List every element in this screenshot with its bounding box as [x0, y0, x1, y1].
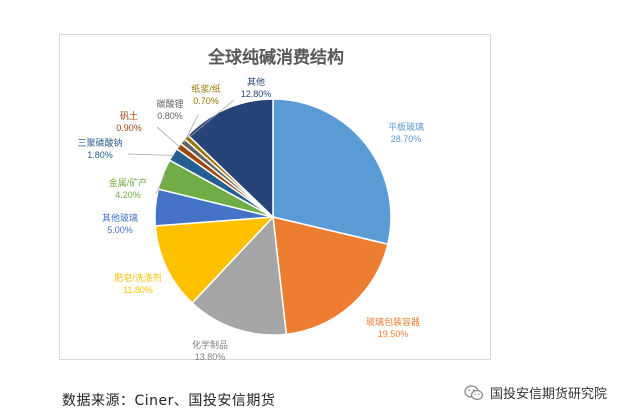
slice-label-value: 5.00%	[107, 225, 133, 235]
slice-label-name: 肥皂/洗涤剂	[114, 272, 162, 283]
slice-label-name: 碳酸锂	[156, 98, 183, 109]
leader-line	[156, 126, 181, 148]
chart-title: 全球纯碱消费结构	[207, 47, 344, 67]
slice-label: 玻璃包装容器 19.50%	[366, 316, 420, 339]
slice-label-name: 其他玻璃	[102, 212, 138, 223]
slice-label: 平板玻璃 28.70%	[388, 121, 424, 144]
slice-label-value: 4.20%	[115, 190, 141, 200]
slice-label: 其他 12.80%	[241, 76, 272, 99]
slice-label: 化学制品 13.80%	[192, 339, 228, 361]
pie-slice	[154, 216, 275, 305]
chart-frame: 全球纯碱消费结构 平板玻璃 28.70% 玻璃包装容器 19.50% 化学制品 13.80…	[59, 34, 491, 361]
slice-label: 矾土 0.90%	[116, 110, 142, 133]
pie-slice	[186, 98, 274, 219]
slice-labels: 平板玻璃 28.70% 玻璃包装容器 19.50% 化学制品 13.80% 肥皂/洗涤剂 11…	[77, 76, 424, 361]
pie-slices	[154, 98, 392, 336]
slice-label-value: 12.80%	[241, 89, 272, 99]
pie-slice	[191, 215, 288, 336]
slice-label-value: 28.70%	[391, 134, 422, 144]
leader-line	[127, 153, 175, 156]
slice-label-name: 纸浆/纸	[191, 83, 221, 94]
slice-label-name: 其他	[247, 76, 265, 87]
leader-line	[183, 114, 199, 143]
slice-label-value: 0.70%	[193, 96, 219, 106]
leader-lines	[127, 99, 235, 195]
slice-label: 碳酸锂 0.80%	[156, 98, 183, 121]
slice-label: 其他玻璃 5.00%	[102, 212, 138, 235]
watermark-text: 国投安信期货研究院	[489, 387, 607, 402]
slice-label-value: 0.90%	[116, 123, 142, 133]
pie-chart: 全球纯碱消费结构 平板玻璃 28.70% 玻璃包装容器 19.50% 化学制品 13.80…	[77, 47, 424, 361]
slice-label: 金属/矿产 4.20%	[109, 177, 148, 200]
leader-line	[155, 174, 166, 195]
source-note: 数据来源：Ciner、国投安信期货	[62, 393, 276, 409]
slice-label-name: 矾土	[120, 110, 138, 121]
pie-slice	[272, 98, 392, 246]
slice-label-value: 11.80%	[123, 285, 153, 295]
slice-label-value: 1.80%	[87, 150, 113, 160]
slice-label-name: 平板玻璃	[388, 121, 424, 132]
wechat-icon	[464, 384, 484, 401]
slice-label: 三聚磷酸钠 1.80%	[77, 137, 122, 160]
slice-label-name: 金属/矿产	[109, 177, 148, 188]
leader-line	[187, 99, 235, 139]
slice-label-name: 化学制品	[192, 339, 228, 350]
slice-label: 肥皂/洗涤剂 11.80%	[114, 272, 162, 295]
slice-label-name: 玻璃包装容器	[366, 316, 420, 327]
watermark: 国投安信期货研究院	[464, 383, 607, 402]
pie-slice	[272, 216, 389, 336]
slice-label-value: 19.50%	[378, 329, 409, 339]
slice-label-value: 13.80%	[195, 352, 226, 361]
slice-label-value: 0.80%	[157, 111, 183, 121]
slice-label-name: 三聚磷酸钠	[77, 137, 122, 148]
slice-label: 纸浆/纸 0.70%	[191, 83, 221, 106]
